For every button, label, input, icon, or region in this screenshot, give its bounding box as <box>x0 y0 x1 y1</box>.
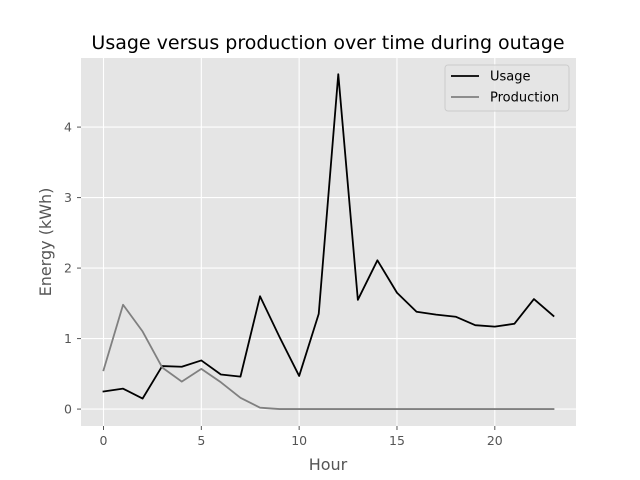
series-line-production <box>102 303 555 410</box>
y-axis-ticks: 0 1 2 3 4 <box>64 120 81 417</box>
y-axis-label: Energy (kWh) <box>36 188 55 297</box>
y-tick-label: 2 <box>64 261 72 276</box>
x-axis-label: Hour <box>309 455 348 474</box>
x-tick-label: 20 <box>487 433 503 448</box>
y-tick-label: 3 <box>64 190 72 205</box>
data-series <box>102 73 555 410</box>
x-axis-ticks: 0 5 10 15 20 <box>100 426 503 448</box>
chart-title: Usage versus production over time during… <box>91 32 564 54</box>
series-line-usage <box>102 73 555 400</box>
x-tick-label: 0 <box>100 433 108 448</box>
legend-label-usage: Usage <box>490 70 531 85</box>
plot-area <box>81 58 576 426</box>
plot-background <box>81 58 576 426</box>
y-tick-label: 1 <box>64 331 72 346</box>
x-tick-label: 10 <box>291 433 307 448</box>
y-tick-label: 4 <box>64 120 72 135</box>
legend-label-production: Production <box>490 91 559 106</box>
y-tick-label: 0 <box>64 402 72 417</box>
x-tick-label: 15 <box>389 433 405 448</box>
legend: Usage Production <box>444 64 570 112</box>
x-tick-label: 5 <box>197 433 205 448</box>
